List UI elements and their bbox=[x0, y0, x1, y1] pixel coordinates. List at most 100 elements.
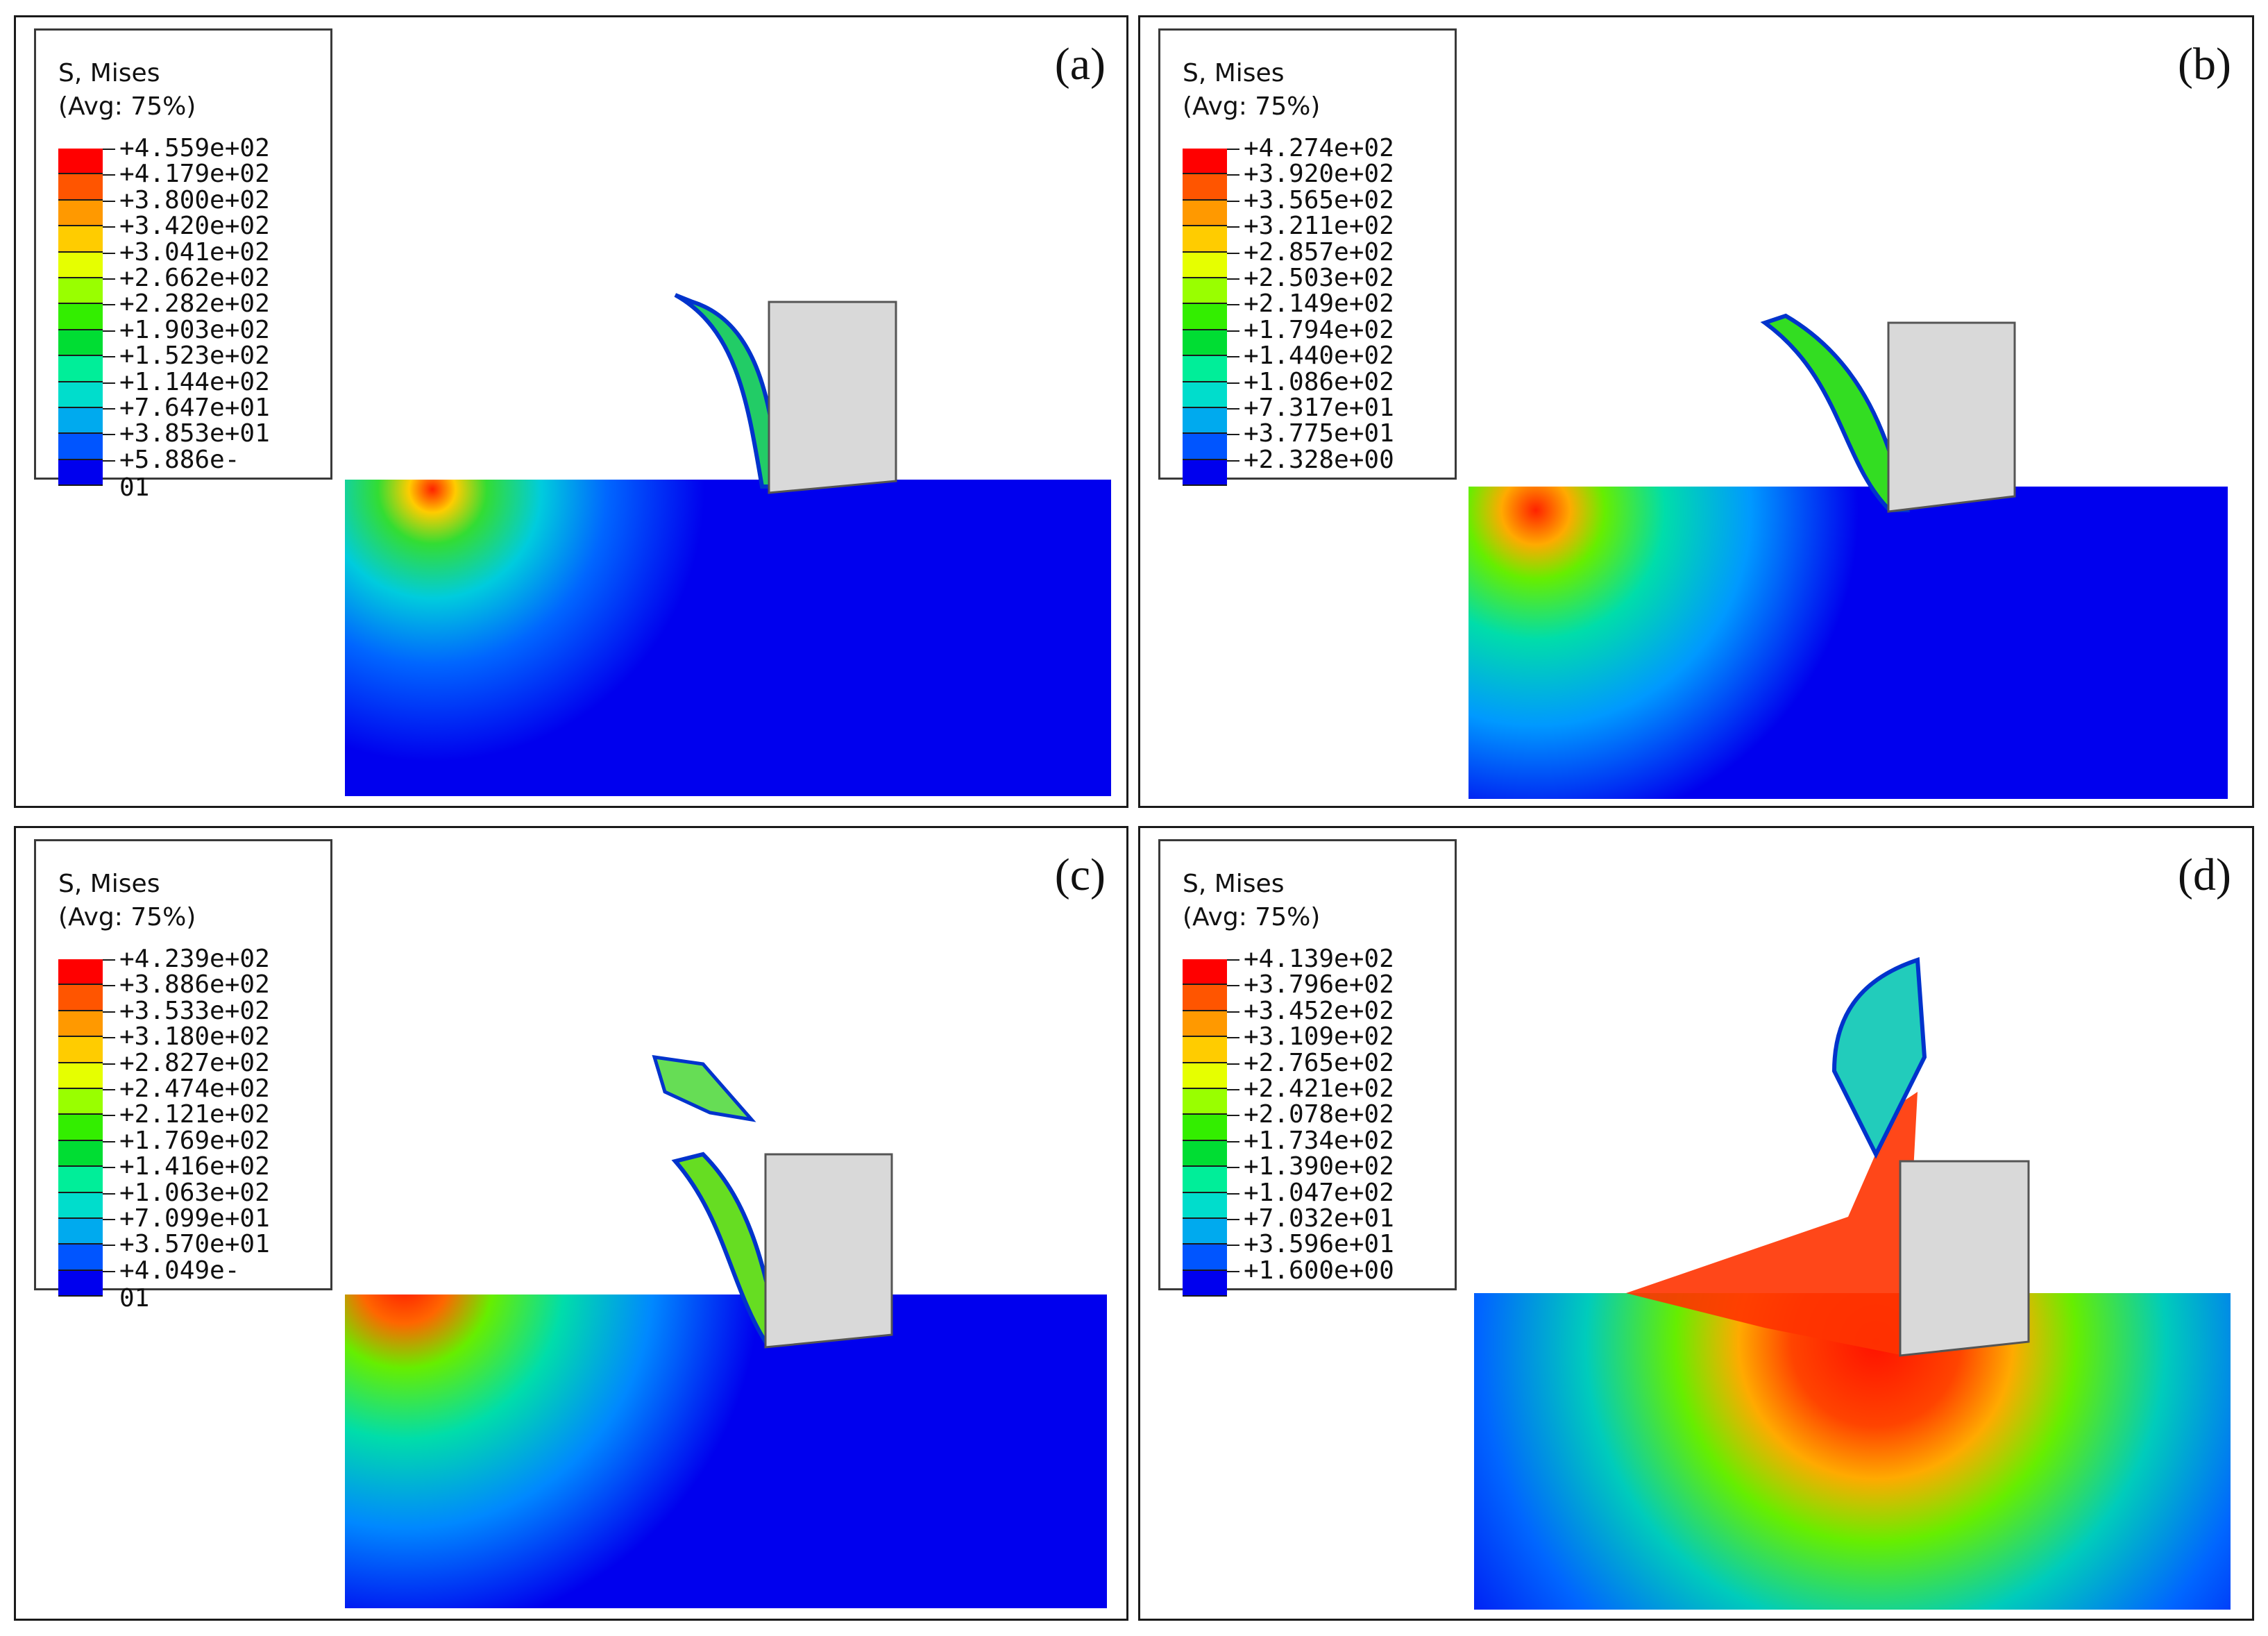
cutting-tool bbox=[1899, 1160, 2030, 1357]
legend-value-text: +2.149e+02 bbox=[1244, 289, 1394, 319]
color-bar-cell bbox=[58, 1037, 103, 1063]
color-bar bbox=[1183, 959, 1227, 1297]
color-bar-cell bbox=[58, 226, 103, 253]
color-bar-cell bbox=[1183, 407, 1227, 435]
legend-title: S, Mises bbox=[1183, 59, 1285, 87]
legend-value-text: +2.421e+02 bbox=[1244, 1074, 1394, 1103]
legend-value-text: +4.559e+02 bbox=[119, 134, 270, 162]
legend-value-text: +2.662e+02 bbox=[119, 263, 270, 292]
color-bar-cell bbox=[58, 1115, 103, 1141]
legend-value-text: +3.211e+02 bbox=[1244, 212, 1394, 241]
legend-value-text: +7.099e+01 bbox=[119, 1204, 270, 1233]
legend-value-text: +4.179e+02 bbox=[119, 160, 270, 189]
legend-value-text: +3.920e+02 bbox=[1244, 160, 1394, 189]
color-bar-cell bbox=[1183, 1245, 1227, 1271]
legend-value-text: +1.390e+02 bbox=[1244, 1152, 1394, 1181]
legend-value-text: +4.274e+02 bbox=[1244, 134, 1394, 162]
color-legend: S, Mises (Avg: 75%) +4.274e+02 +3.920e+02… bbox=[1158, 28, 1457, 487]
color-bar-cell bbox=[1183, 1063, 1227, 1089]
legend-value-text: +1.769e+02 bbox=[119, 1126, 270, 1155]
color-bar-cell bbox=[1183, 434, 1227, 460]
legend-value-text: +1.086e+02 bbox=[1244, 367, 1394, 396]
color-bar-cell bbox=[58, 1270, 103, 1297]
legend-value-text: +2.765e+02 bbox=[1244, 1048, 1394, 1077]
panel-c: S, Mises (Avg: 75%) +4.239e+02 +3.886e+02… bbox=[14, 826, 1128, 1621]
legend-value-text: +3.596e+01 bbox=[1244, 1230, 1394, 1259]
color-bar-cell bbox=[1183, 1037, 1227, 1063]
legend-value-text: +3.109e+02 bbox=[1244, 1022, 1394, 1052]
panel-label: (b) bbox=[2178, 39, 2231, 90]
legend-value-text: +4.239e+02 bbox=[119, 945, 270, 973]
panel-a: S, Mises (Avg: 75%) +4.559e+02 +4.179e+02… bbox=[14, 15, 1128, 808]
stress-contour-plot bbox=[1469, 313, 2228, 799]
color-bar bbox=[58, 959, 103, 1297]
color-bar-cell bbox=[1183, 1088, 1227, 1115]
color-bar-cell bbox=[58, 1063, 103, 1089]
legend-subtitle: (Avg: 75%) bbox=[1183, 92, 1321, 121]
chip-curl bbox=[1831, 956, 1927, 1159]
legend-value-text: +3.775e+01 bbox=[1244, 419, 1394, 448]
color-bar-cell bbox=[58, 1167, 103, 1193]
legend-value-text: +1.794e+02 bbox=[1244, 315, 1394, 344]
color-bar-cell bbox=[58, 356, 103, 382]
color-legend: S, Mises (Avg: 75%) +4.559e+02 +4.179e+02… bbox=[34, 28, 332, 501]
legend-value-text: +7.647e+01 bbox=[119, 393, 270, 422]
legend-value-text: +1.734e+02 bbox=[1244, 1126, 1394, 1155]
legend-value-text: +3.533e+02 bbox=[119, 996, 270, 1025]
color-bar-cell bbox=[58, 434, 103, 460]
legend-value-text: +7.317e+01 bbox=[1244, 393, 1394, 422]
legend-value-text: +3.796e+02 bbox=[1244, 970, 1394, 1000]
panel-label: (a) bbox=[1054, 39, 1106, 90]
color-bar-cell bbox=[1183, 1140, 1227, 1167]
color-bar-cell bbox=[1183, 226, 1227, 253]
legend-value-text: +3.452e+02 bbox=[1244, 996, 1394, 1025]
color-bar-cell bbox=[58, 1218, 103, 1245]
legend-value-text: +4.049e-01 bbox=[119, 1256, 240, 1313]
legend-subtitle: (Avg: 75%) bbox=[58, 903, 196, 931]
panel-label: (d) bbox=[2178, 850, 2231, 900]
color-bar-cell bbox=[1183, 959, 1227, 986]
color-bar bbox=[58, 149, 103, 487]
color-bar-cell bbox=[58, 985, 103, 1011]
legend-value-text: +4.139e+02 bbox=[1244, 945, 1394, 973]
legend-value-text: +1.416e+02 bbox=[119, 1152, 270, 1181]
workpiece bbox=[1469, 487, 2228, 799]
stress-contour-plot bbox=[345, 293, 1111, 796]
workpiece bbox=[1474, 1293, 2231, 1610]
color-bar-cell bbox=[58, 1140, 103, 1167]
color-bar-cell bbox=[1183, 1115, 1227, 1141]
chip bbox=[1626, 1092, 1918, 1356]
color-bar-cell bbox=[58, 200, 103, 227]
color-bar-cell bbox=[58, 330, 103, 357]
color-bar-cell bbox=[1183, 382, 1227, 408]
color-bar-cell bbox=[1183, 1270, 1227, 1297]
legend-value-text: +2.078e+02 bbox=[1244, 1100, 1394, 1129]
color-bar-cell bbox=[1183, 304, 1227, 330]
chip bbox=[674, 293, 782, 489]
legend-value-text: +3.180e+02 bbox=[119, 1022, 270, 1052]
legend-value-text: +1.144e+02 bbox=[119, 367, 270, 396]
cutting-tool bbox=[764, 1153, 893, 1349]
legend-title: S, Mises bbox=[58, 59, 160, 87]
legend-subtitle: (Avg: 75%) bbox=[1183, 903, 1321, 931]
legend-value-text: +2.121e+02 bbox=[119, 1100, 270, 1129]
legend-value-text: +1.903e+02 bbox=[119, 315, 270, 344]
legend-value-text: +7.032e+01 bbox=[1244, 1204, 1394, 1233]
color-legend: S, Mises (Avg: 75%) +4.139e+02 +3.796e+02… bbox=[1158, 839, 1457, 1297]
legend-value-text: +2.857e+02 bbox=[1244, 237, 1394, 267]
legend-value-text: +1.063e+02 bbox=[119, 1178, 270, 1207]
cutting-tool bbox=[1887, 321, 2016, 513]
color-bar-cell bbox=[58, 278, 103, 305]
chip bbox=[1760, 313, 1910, 512]
legend-value-text: +3.853e+01 bbox=[119, 419, 270, 448]
color-bar-cell bbox=[1183, 985, 1227, 1011]
legend-title: S, Mises bbox=[58, 870, 160, 898]
color-bar-cell bbox=[1183, 252, 1227, 278]
stress-contour-plot bbox=[345, 1054, 1107, 1608]
color-bar-cell bbox=[58, 459, 103, 487]
color-bar-cell bbox=[1183, 1167, 1227, 1193]
color-bar-cell bbox=[58, 1192, 103, 1219]
legend-title: S, Mises bbox=[1183, 870, 1285, 898]
legend-value-text: +3.041e+02 bbox=[119, 237, 270, 267]
legend-value-text: +1.600e+00 bbox=[1244, 1256, 1394, 1285]
